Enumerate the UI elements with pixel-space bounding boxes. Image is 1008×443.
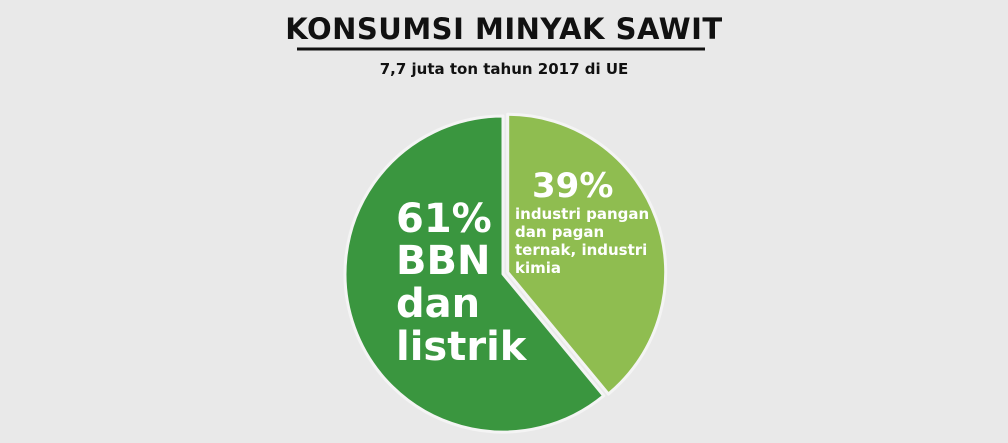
slice-value-label: 61% (396, 196, 492, 242)
slice-category-label: industri pangan dan pagan ternak, indust… (515, 205, 650, 277)
slice-category-label: BBN dan listrik (396, 238, 527, 370)
chart-title: KONSUMSI MINYAK SAWIT (285, 12, 723, 46)
slice-value-label: 39% (532, 166, 614, 206)
pie-slice (343, 114, 606, 434)
pie-slice (506, 112, 668, 396)
chart-subtitle: 7,7 juta ton tahun 2017 di UE (379, 60, 629, 78)
